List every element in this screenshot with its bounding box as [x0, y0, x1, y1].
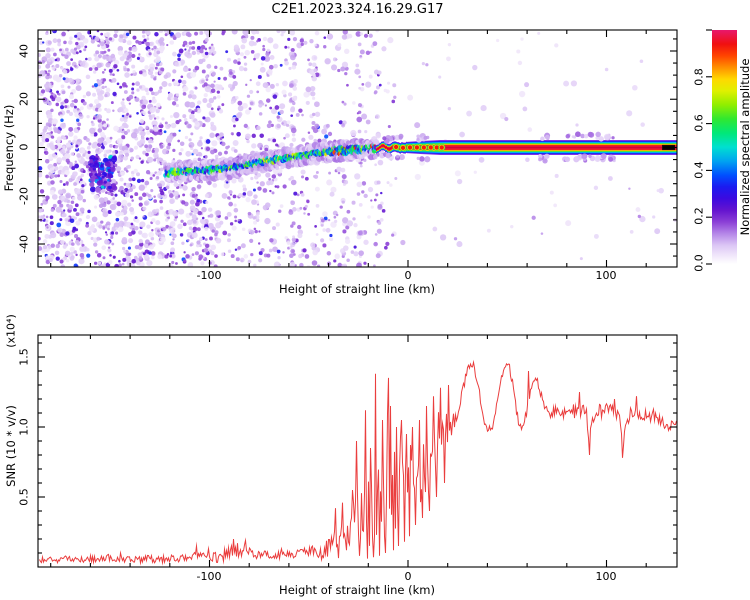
colorbar-tick-label: 0.2	[692, 207, 706, 225]
colorbar-tick-label: 0.8	[692, 68, 706, 86]
colorbar-tick-label: 0.6	[692, 114, 706, 132]
colorbar-tick-label: 0.4	[692, 161, 706, 179]
spectrogram-ytick: -40	[17, 235, 31, 253]
spectrogram-xtick: -100	[196, 269, 222, 282]
spectrogram-xtick: 0	[404, 269, 412, 282]
snr-scale-label: (x10⁴)	[4, 314, 18, 348]
spectrogram-xlabel: Height of straight line (km)	[279, 282, 435, 296]
snr-ytick: 1.0	[17, 418, 31, 436]
spectrogram-ytick: -20	[17, 187, 31, 205]
spectrogram-ylabel: Frequency (Hz)	[2, 104, 16, 192]
spectrogram-ytick: 40	[17, 44, 31, 58]
snr-ytick: 1.5	[17, 348, 31, 366]
spectrogram-ytick: 20	[17, 92, 31, 106]
snr-xtick: 0	[404, 570, 412, 583]
snr-xtick: 100	[595, 570, 617, 583]
spectrogram-xtick: 100	[595, 269, 617, 282]
colorbar-tick-label: 0.0	[692, 254, 706, 272]
snr-xlabel: Height of straight line (km)	[279, 583, 435, 597]
snr-ylabel: SNR (10 * v/v)	[4, 405, 18, 487]
colorbar-title: Normalized spectral amplitude	[738, 58, 750, 236]
snr-xtick: -100	[196, 570, 222, 583]
spectrogram-ytick: 0	[17, 143, 31, 151]
snr-ytick: 0.5	[17, 488, 31, 506]
figure-title: C2E1.2023.324.16.29.G17	[271, 2, 444, 17]
